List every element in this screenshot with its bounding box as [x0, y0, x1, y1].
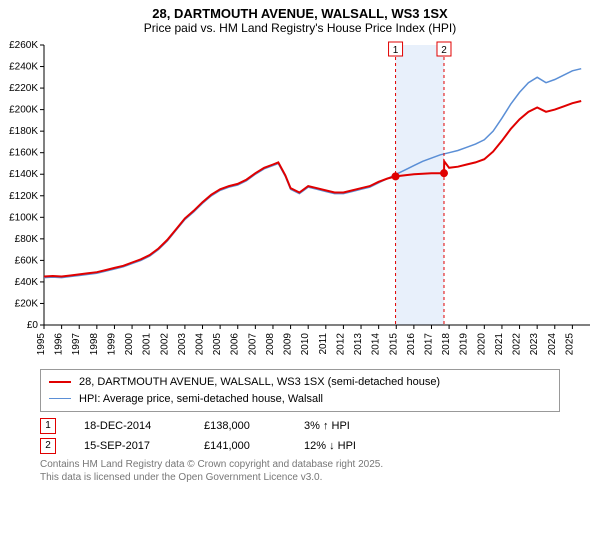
price-chart: £0 £20K £40K £60K £80K £100K £120K £140K £160K £1… [0, 35, 600, 365]
svg-text:2006: 2006 [230, 333, 241, 356]
svg-text:£240K: £240K [9, 62, 38, 73]
svg-text:2007: 2007 [247, 333, 258, 356]
svg-text:2003: 2003 [177, 333, 188, 356]
svg-text:2015: 2015 [388, 333, 399, 356]
svg-text:£0: £0 [27, 320, 39, 331]
svg-text:1: 1 [393, 45, 399, 56]
legend-label: 28, DARTMOUTH AVENUE, WALSALL, WS3 1SX (… [79, 374, 440, 391]
event-date: 15-SEP-2017 [84, 440, 204, 452]
svg-text:2000: 2000 [124, 333, 135, 356]
event-delta: 12% ↓ HPI [304, 440, 356, 452]
svg-text:2010: 2010 [300, 333, 311, 356]
legend-item: HPI: Average price, semi-detached house,… [49, 391, 551, 408]
legend-item: 28, DARTMOUTH AVENUE, WALSALL, WS3 1SX (… [49, 374, 551, 391]
svg-text:2024: 2024 [547, 333, 558, 356]
legend-label: HPI: Average price, semi-detached house,… [79, 391, 323, 408]
svg-text:2: 2 [441, 45, 447, 56]
svg-text:£260K: £260K [9, 40, 38, 51]
svg-text:2022: 2022 [512, 333, 523, 356]
svg-text:£100K: £100K [9, 212, 38, 223]
svg-text:2023: 2023 [529, 333, 540, 356]
event-marker: 2 [40, 438, 56, 454]
svg-text:2019: 2019 [459, 333, 470, 356]
svg-text:£180K: £180K [9, 126, 38, 137]
event-row: 2 15-SEP-2017£141,00012% ↓ HPI [40, 438, 560, 454]
event-price: £138,000 [204, 420, 304, 432]
svg-text:2017: 2017 [423, 333, 434, 356]
footer-line2: This data is licensed under the Open Gov… [40, 471, 560, 484]
svg-text:2001: 2001 [142, 333, 153, 356]
event-date: 18-DEC-2014 [84, 420, 204, 432]
title-line1: 28, DARTMOUTH AVENUE, WALSALL, WS3 1SX [0, 6, 600, 21]
svg-text:1996: 1996 [54, 333, 65, 356]
svg-text:2008: 2008 [265, 333, 276, 356]
svg-text:£200K: £200K [9, 105, 38, 116]
svg-text:2009: 2009 [283, 333, 294, 356]
svg-text:£140K: £140K [9, 169, 38, 180]
svg-text:2018: 2018 [441, 333, 452, 356]
chart-container: 28, DARTMOUTH AVENUE, WALSALL, WS3 1SX P… [0, 0, 600, 484]
event-marker: 1 [40, 418, 56, 434]
svg-text:£80K: £80K [15, 234, 39, 245]
svg-text:1999: 1999 [106, 333, 117, 356]
title-line2: Price paid vs. HM Land Registry's House … [0, 21, 600, 35]
svg-text:1995: 1995 [36, 333, 47, 356]
footer-line1: Contains HM Land Registry data © Crown c… [40, 458, 560, 471]
event-table: 1 18-DEC-2014£138,0003% ↑ HPI 2 15-SEP-2017… [40, 418, 560, 454]
svg-text:2004: 2004 [195, 333, 206, 356]
event-price: £141,000 [204, 440, 304, 452]
svg-text:1997: 1997 [71, 333, 82, 356]
svg-text:2021: 2021 [494, 333, 505, 356]
legend: 28, DARTMOUTH AVENUE, WALSALL, WS3 1SX (… [40, 369, 560, 412]
attribution: Contains HM Land Registry data © Crown c… [40, 458, 560, 484]
svg-text:£160K: £160K [9, 148, 38, 159]
svg-text:£20K: £20K [15, 298, 39, 309]
svg-text:1998: 1998 [89, 333, 100, 356]
svg-text:2016: 2016 [406, 333, 417, 356]
svg-text:2013: 2013 [353, 333, 364, 356]
svg-text:£120K: £120K [9, 191, 38, 202]
chart-titles: 28, DARTMOUTH AVENUE, WALSALL, WS3 1SX P… [0, 0, 600, 35]
svg-text:£220K: £220K [9, 83, 38, 94]
svg-text:2020: 2020 [476, 333, 487, 356]
legend-swatch [49, 398, 71, 399]
svg-text:£40K: £40K [15, 277, 39, 288]
svg-text:2012: 2012 [335, 333, 346, 356]
svg-text:2014: 2014 [371, 333, 382, 356]
svg-text:2002: 2002 [159, 333, 170, 356]
event-delta: 3% ↑ HPI [304, 420, 350, 432]
legend-swatch [49, 381, 71, 383]
svg-text:2011: 2011 [318, 333, 329, 355]
svg-text:2005: 2005 [212, 333, 223, 356]
svg-text:2025: 2025 [564, 333, 575, 356]
svg-text:£60K: £60K [15, 255, 39, 266]
event-row: 1 18-DEC-2014£138,0003% ↑ HPI [40, 418, 560, 434]
